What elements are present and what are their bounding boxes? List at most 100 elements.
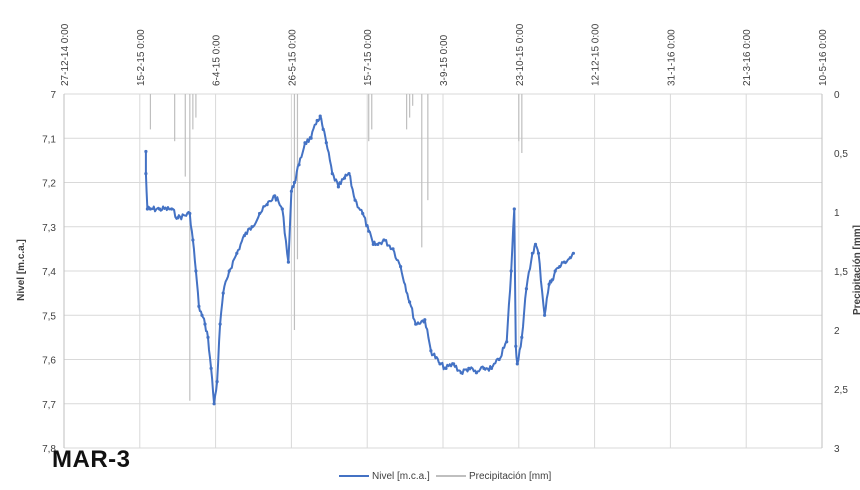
level-point (292, 180, 296, 185)
level-point (376, 242, 380, 246)
level-point (536, 251, 541, 255)
level-point (391, 247, 395, 251)
level-point (543, 313, 547, 317)
level-point (382, 238, 386, 242)
legend: Nivel [m.c.a.] Precipitación [mm] (339, 471, 551, 482)
x-tick-label: 10-5-16 0:00 (818, 29, 829, 86)
level-point (191, 238, 195, 242)
level-point (520, 335, 524, 339)
level-point (512, 207, 516, 211)
level-point (289, 189, 293, 193)
level-point (144, 172, 148, 176)
precipitation-series (149, 94, 523, 401)
level-point (562, 260, 566, 264)
x-tick-label: 3-9-15 0:00 (439, 34, 450, 86)
y-axis-left-ticks: 7 7,1 7,2 7,3 7,4 7,5 7,6 7,7 7,8 (42, 90, 56, 455)
level-point (221, 291, 225, 295)
level-point (514, 344, 518, 348)
level-point (489, 366, 494, 370)
x-tick-label: 26-5-15 0:00 (287, 29, 298, 86)
x-tick-label: 27-12-14 0:00 (60, 23, 71, 86)
level-point (212, 402, 216, 406)
level-point (367, 229, 371, 233)
level-point (309, 136, 313, 140)
level-point (227, 269, 231, 273)
level-point (218, 322, 222, 326)
level-point (258, 211, 262, 216)
level-point (321, 127, 325, 131)
level-point (361, 211, 365, 216)
y-axis-title: Nivel [m.c.a.] (16, 239, 27, 301)
level-point (148, 207, 152, 211)
level-point (553, 269, 557, 273)
level-point (571, 251, 576, 255)
x-tick-label: 23-10-15 0:00 (515, 23, 526, 86)
level-point (353, 198, 357, 202)
level-point (530, 251, 535, 255)
level-point (203, 322, 207, 326)
level-point (303, 141, 307, 145)
level-point (347, 172, 351, 176)
level-point (452, 362, 456, 366)
level-point (429, 349, 433, 353)
level-point (235, 251, 239, 255)
chart-id-label: MAR-3 (52, 446, 131, 473)
level-point (286, 260, 290, 264)
level-point (170, 207, 174, 211)
level-point (194, 269, 198, 273)
level-point (399, 265, 403, 269)
y2-tick-label: 0 (834, 90, 840, 101)
x-axis-ticks: 27-12-14 0:00 15-2-15 0:00 6-4-15 0:00 26-5… (60, 23, 829, 86)
y-tick-label: 7,6 (42, 356, 56, 367)
level-point (215, 380, 219, 384)
level-point (438, 362, 442, 366)
level-point (482, 366, 486, 370)
y-tick-label: 7,8 (42, 444, 56, 455)
level-point (568, 256, 572, 260)
y-tick-label: 7,7 (42, 400, 56, 411)
level-point (280, 207, 284, 211)
y2-tick-label: 0,5 (834, 149, 848, 160)
level-point (315, 118, 319, 123)
level-point (330, 172, 334, 176)
level-point (459, 371, 463, 375)
level-point (444, 366, 448, 370)
level-line (144, 115, 575, 405)
level-point (515, 362, 519, 366)
y2-tick-label: 1 (834, 208, 840, 219)
level-point (558, 265, 562, 269)
y-tick-label: 7 (50, 90, 56, 101)
level-point (242, 234, 246, 238)
level-point (509, 269, 513, 273)
level-point (336, 185, 340, 189)
y2-tick-label: 2,5 (834, 385, 848, 396)
level-point (533, 242, 538, 246)
x-tick-label: 12-12-15 0:00 (591, 23, 602, 86)
y-axis-right-ticks: 0 0,5 1 1,5 2 2,5 3 (834, 90, 848, 455)
y-tick-label: 7,2 (42, 179, 56, 190)
level-point (200, 313, 204, 317)
level-point (197, 304, 201, 308)
x-tick-label: 31-1-16 0:00 (666, 29, 677, 86)
level-point (474, 371, 478, 375)
level-point (318, 114, 322, 118)
y-tick-label: 7,4 (42, 267, 56, 278)
y2-tick-label: 3 (834, 444, 840, 455)
level-point (324, 141, 328, 145)
y2-tick-label: 2 (834, 326, 840, 337)
level-series (144, 114, 576, 406)
level-point (497, 357, 501, 362)
legend-label-level: Nivel [m.c.a.] (372, 471, 430, 482)
x-tick-label: 15-2-15 0:00 (136, 29, 147, 86)
x-tick-label: 15-7-15 0:00 (363, 29, 374, 86)
level-point (188, 211, 192, 216)
x-tick-label: 21-3-16 0:00 (742, 29, 753, 86)
legend-label-precipitation: Precipitación [mm] (469, 471, 551, 482)
y-tick-label: 7,1 (42, 134, 56, 145)
gridlines (63, 93, 823, 449)
level-point (467, 366, 471, 370)
plot-frame (63, 94, 823, 448)
y-tick-label: 7,3 (42, 223, 56, 234)
level-point (550, 278, 554, 282)
